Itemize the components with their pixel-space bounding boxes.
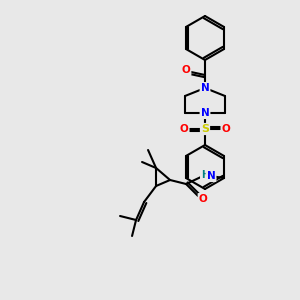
Text: O: O [199,194,207,204]
Text: S: S [201,124,209,134]
Text: N: N [201,83,209,93]
Text: O: O [182,65,190,75]
Text: N: N [207,171,215,181]
Text: H: H [201,170,209,180]
Text: O: O [180,124,188,134]
Text: N: N [201,108,209,118]
Text: O: O [222,124,230,134]
